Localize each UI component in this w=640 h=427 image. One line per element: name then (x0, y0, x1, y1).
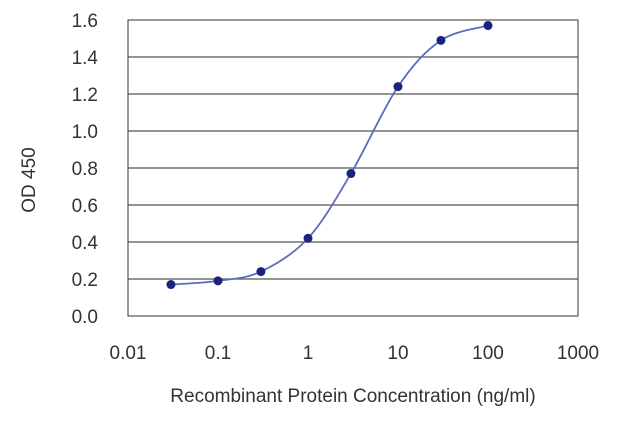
x-axis-label: Recombinant Protein Concentration (ng/ml… (170, 386, 535, 407)
y-tick-label: 0.4 (72, 233, 99, 254)
x-tick-label: 0.01 (110, 343, 147, 364)
x-tick-label: 10 (387, 343, 408, 364)
data-points (166, 21, 493, 290)
data-point (436, 35, 446, 45)
y-axis-tick-labels: 0.0 0.2 0.4 0.6 0.8 1.0 1.2 1.4 1.6 (72, 11, 99, 328)
data-point (303, 233, 313, 243)
y-tick-label: 0.0 (72, 307, 98, 328)
y-tick-label: 0.2 (72, 270, 98, 291)
data-point (256, 267, 266, 277)
y-tick-label: 1.0 (72, 122, 98, 143)
y-tick-label: 1.6 (72, 11, 98, 32)
plot-frame (127, 19, 579, 317)
curve-layer (170, 24, 489, 286)
data-point (213, 276, 223, 286)
y-tick-label: 1.4 (72, 48, 99, 69)
y-tick-label: 0.6 (72, 196, 98, 217)
y-tick-label: 0.8 (72, 159, 98, 180)
x-tick-label: 0.1 (205, 343, 231, 364)
data-point (346, 169, 356, 179)
data-point (483, 21, 493, 31)
x-tick-label: 100 (472, 343, 504, 364)
x-tick-label: 1 (303, 343, 314, 364)
y-tick-label: 1.2 (72, 85, 98, 106)
x-tick-label: 1000 (557, 343, 599, 364)
x-axis-tick-labels: 0.01 0.1 1 10 100 1000 (110, 343, 600, 364)
y-axis-label: OD 450 (19, 147, 40, 212)
series-line (170, 24, 489, 286)
grid-lines (128, 56, 578, 280)
data-point (393, 82, 403, 92)
data-point (166, 280, 176, 290)
